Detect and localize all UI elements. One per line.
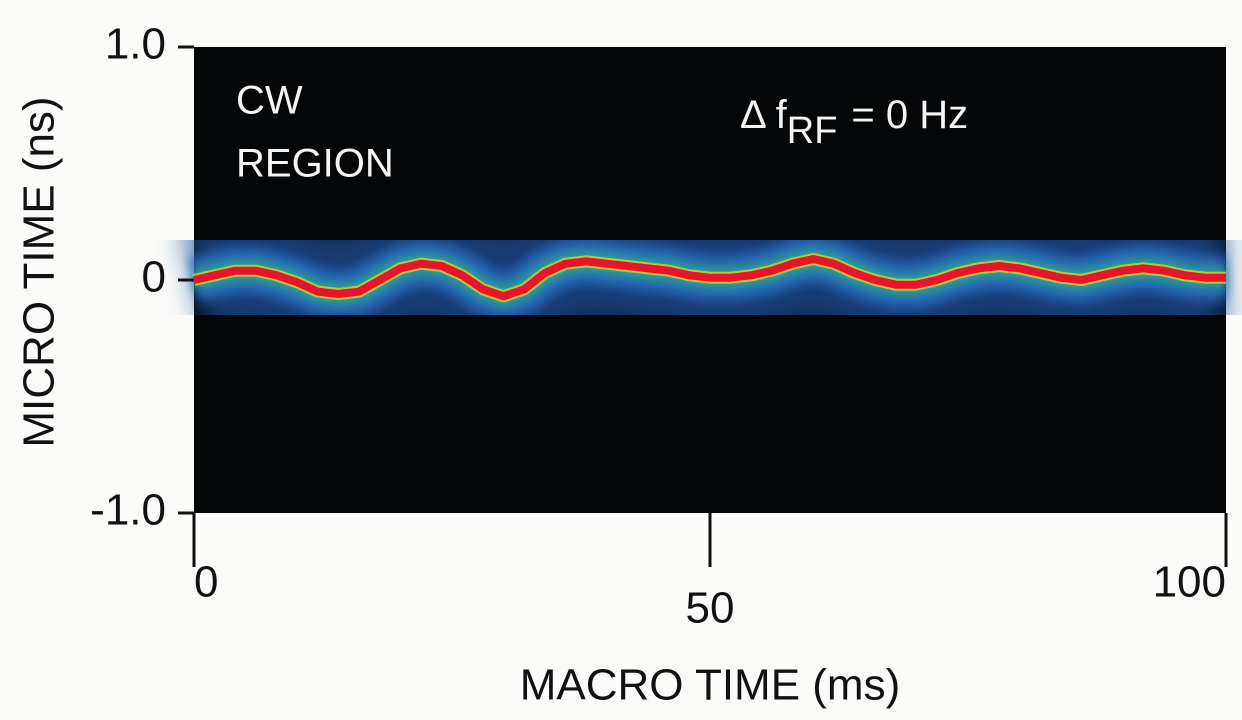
detuning-label: Δ fRF = 0 Hz [740,93,968,152]
region-label: REGION [236,142,394,186]
detuning-subscript: RF [787,110,838,152]
y-tick-label: 0 [142,253,166,302]
trace-line [193,255,1226,301]
y-tick-label: -1.0 [90,486,166,535]
detuning-suffix: = 0 Hz [851,93,968,137]
y-axis-title: MICRO TIME (ns) [15,96,64,447]
x-tick-label: 100 [1153,558,1226,607]
x-tick-label: 50 [686,584,735,633]
y-tick-label: 1.0 [105,20,166,69]
x-axis-title: MACRO TIME (ms) [520,661,901,710]
detuning-prefix: Δ f [740,93,788,137]
region-label: CW [236,79,303,123]
x-tick-label: 0 [194,558,218,607]
